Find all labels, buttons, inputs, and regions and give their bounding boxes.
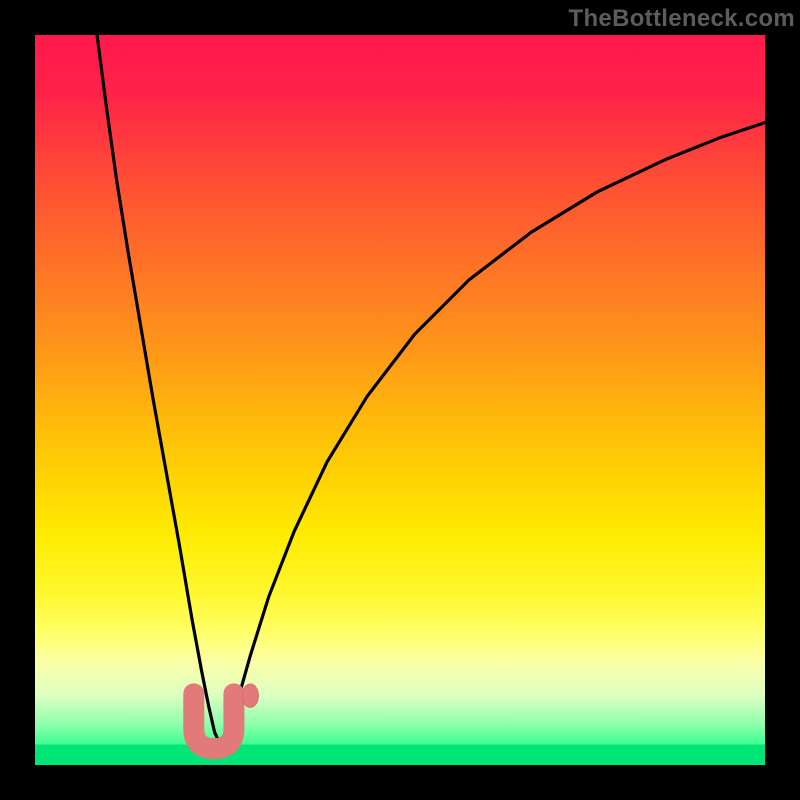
marker-dot xyxy=(242,684,258,707)
gradient-background xyxy=(35,35,765,765)
chart-frame xyxy=(35,35,765,765)
green-bottom-band xyxy=(35,745,765,765)
watermark-text: TheBottleneck.com xyxy=(569,5,795,33)
bottleneck-chart xyxy=(35,35,765,765)
